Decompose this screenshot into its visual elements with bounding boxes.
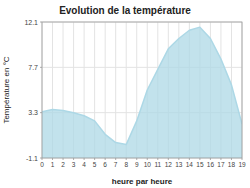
x-tick	[73, 158, 74, 160]
x-tick	[178, 158, 179, 160]
x-tick	[126, 158, 127, 160]
x-tick-label: 19	[238, 161, 246, 168]
x-tick-label: 13	[175, 161, 183, 168]
x-tick-label: 4	[82, 161, 86, 168]
x-tick-label: 8	[124, 161, 128, 168]
y-tick-label: 7.7	[28, 64, 38, 71]
grid-line-x	[126, 22, 127, 158]
x-tick-label: 17	[217, 161, 225, 168]
x-tick-label: 12	[165, 161, 173, 168]
area	[42, 27, 242, 158]
y-tick-label: -1.1	[26, 155, 38, 162]
x-tick-label: 11	[154, 161, 161, 168]
y-tick-label: 12.1	[24, 19, 38, 26]
x-axis-label: heure par heure	[112, 177, 173, 186]
title: Evolution de la température	[59, 5, 191, 16]
x-tick	[105, 158, 106, 160]
plot-background	[42, 22, 242, 158]
x-tick-label: 6	[103, 161, 107, 168]
x-tick-label: 10	[144, 161, 152, 168]
line	[42, 27, 242, 144]
x-tick-label: 5	[93, 161, 97, 168]
x-tick	[231, 158, 232, 160]
x-tick	[199, 158, 200, 160]
x-tick	[242, 158, 243, 160]
x-tick	[94, 158, 95, 160]
y-tick	[40, 67, 42, 68]
x-tick	[189, 158, 190, 160]
y-tick	[40, 112, 42, 113]
y-axis-label: Température en °C	[2, 56, 11, 123]
plot-frame	[42, 22, 242, 158]
x-tick	[63, 158, 64, 160]
x-tick-label: 0	[40, 161, 44, 168]
x-tick	[147, 158, 148, 160]
x-tick	[168, 158, 169, 160]
axes: 012345678910111213141516171819-1.13.37.7…	[24, 19, 246, 169]
y-tick	[40, 22, 42, 23]
x-tick	[220, 158, 221, 160]
y-tick-label: 3.3	[28, 109, 38, 116]
x-tick	[52, 158, 53, 160]
x-tick	[157, 158, 158, 160]
x-tick	[84, 158, 85, 160]
x-tick-label: 3	[72, 161, 76, 168]
data-group	[42, 27, 242, 158]
y-tick	[40, 158, 42, 159]
grid	[42, 22, 242, 158]
x-tick	[210, 158, 211, 160]
x-tick-label: 14	[186, 161, 194, 168]
x-tick-label: 18	[228, 161, 236, 168]
x-tick-label: 1	[51, 161, 55, 168]
x-tick-label: 7	[114, 161, 118, 168]
x-tick	[115, 158, 116, 160]
x-tick-label: 15	[196, 161, 204, 168]
x-tick-label: 2	[61, 161, 65, 168]
chart-container: 012345678910111213141516171819-1.13.37.7…	[0, 0, 250, 188]
chart: 012345678910111213141516171819-1.13.37.7…	[0, 0, 250, 188]
x-tick-label: 9	[135, 161, 139, 168]
x-tick	[136, 158, 137, 160]
x-tick-label: 16	[207, 161, 215, 168]
grid-line-x	[115, 22, 116, 158]
